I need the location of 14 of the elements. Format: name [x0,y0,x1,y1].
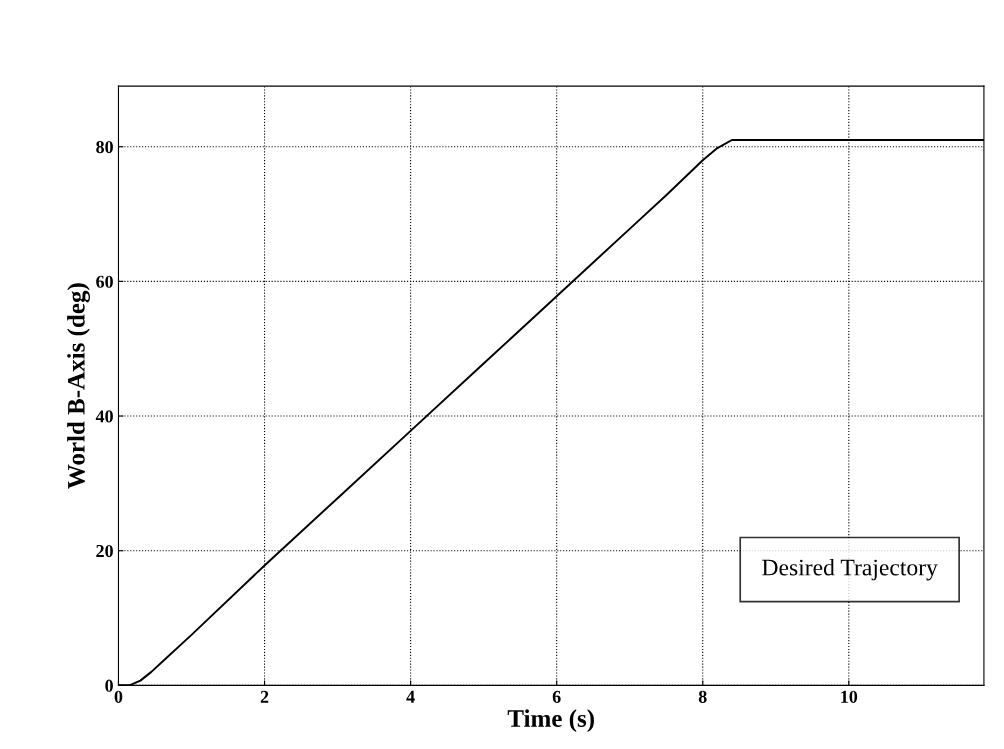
x-tick-label: 6 [552,690,561,703]
y-axis-title: World B-Axis (deg) [67,283,90,489]
x-tick-label: 10 [841,690,858,703]
y-tick-label: 60 [96,275,113,288]
x-tick-label: 0 [114,690,123,703]
x-tick-label: 4 [406,690,415,703]
text: Desired Trajectory [762,558,938,581]
y-tick-label: 0 [105,679,113,692]
x-axis-title: Time (s) [507,709,594,733]
x-tick-label: 2 [260,690,269,703]
y-tick-label: 20 [96,544,113,558]
y-tick-label: 80 [96,140,113,154]
x-tick-label: 8 [698,690,707,703]
y-tick-label: 40 [95,410,113,423]
